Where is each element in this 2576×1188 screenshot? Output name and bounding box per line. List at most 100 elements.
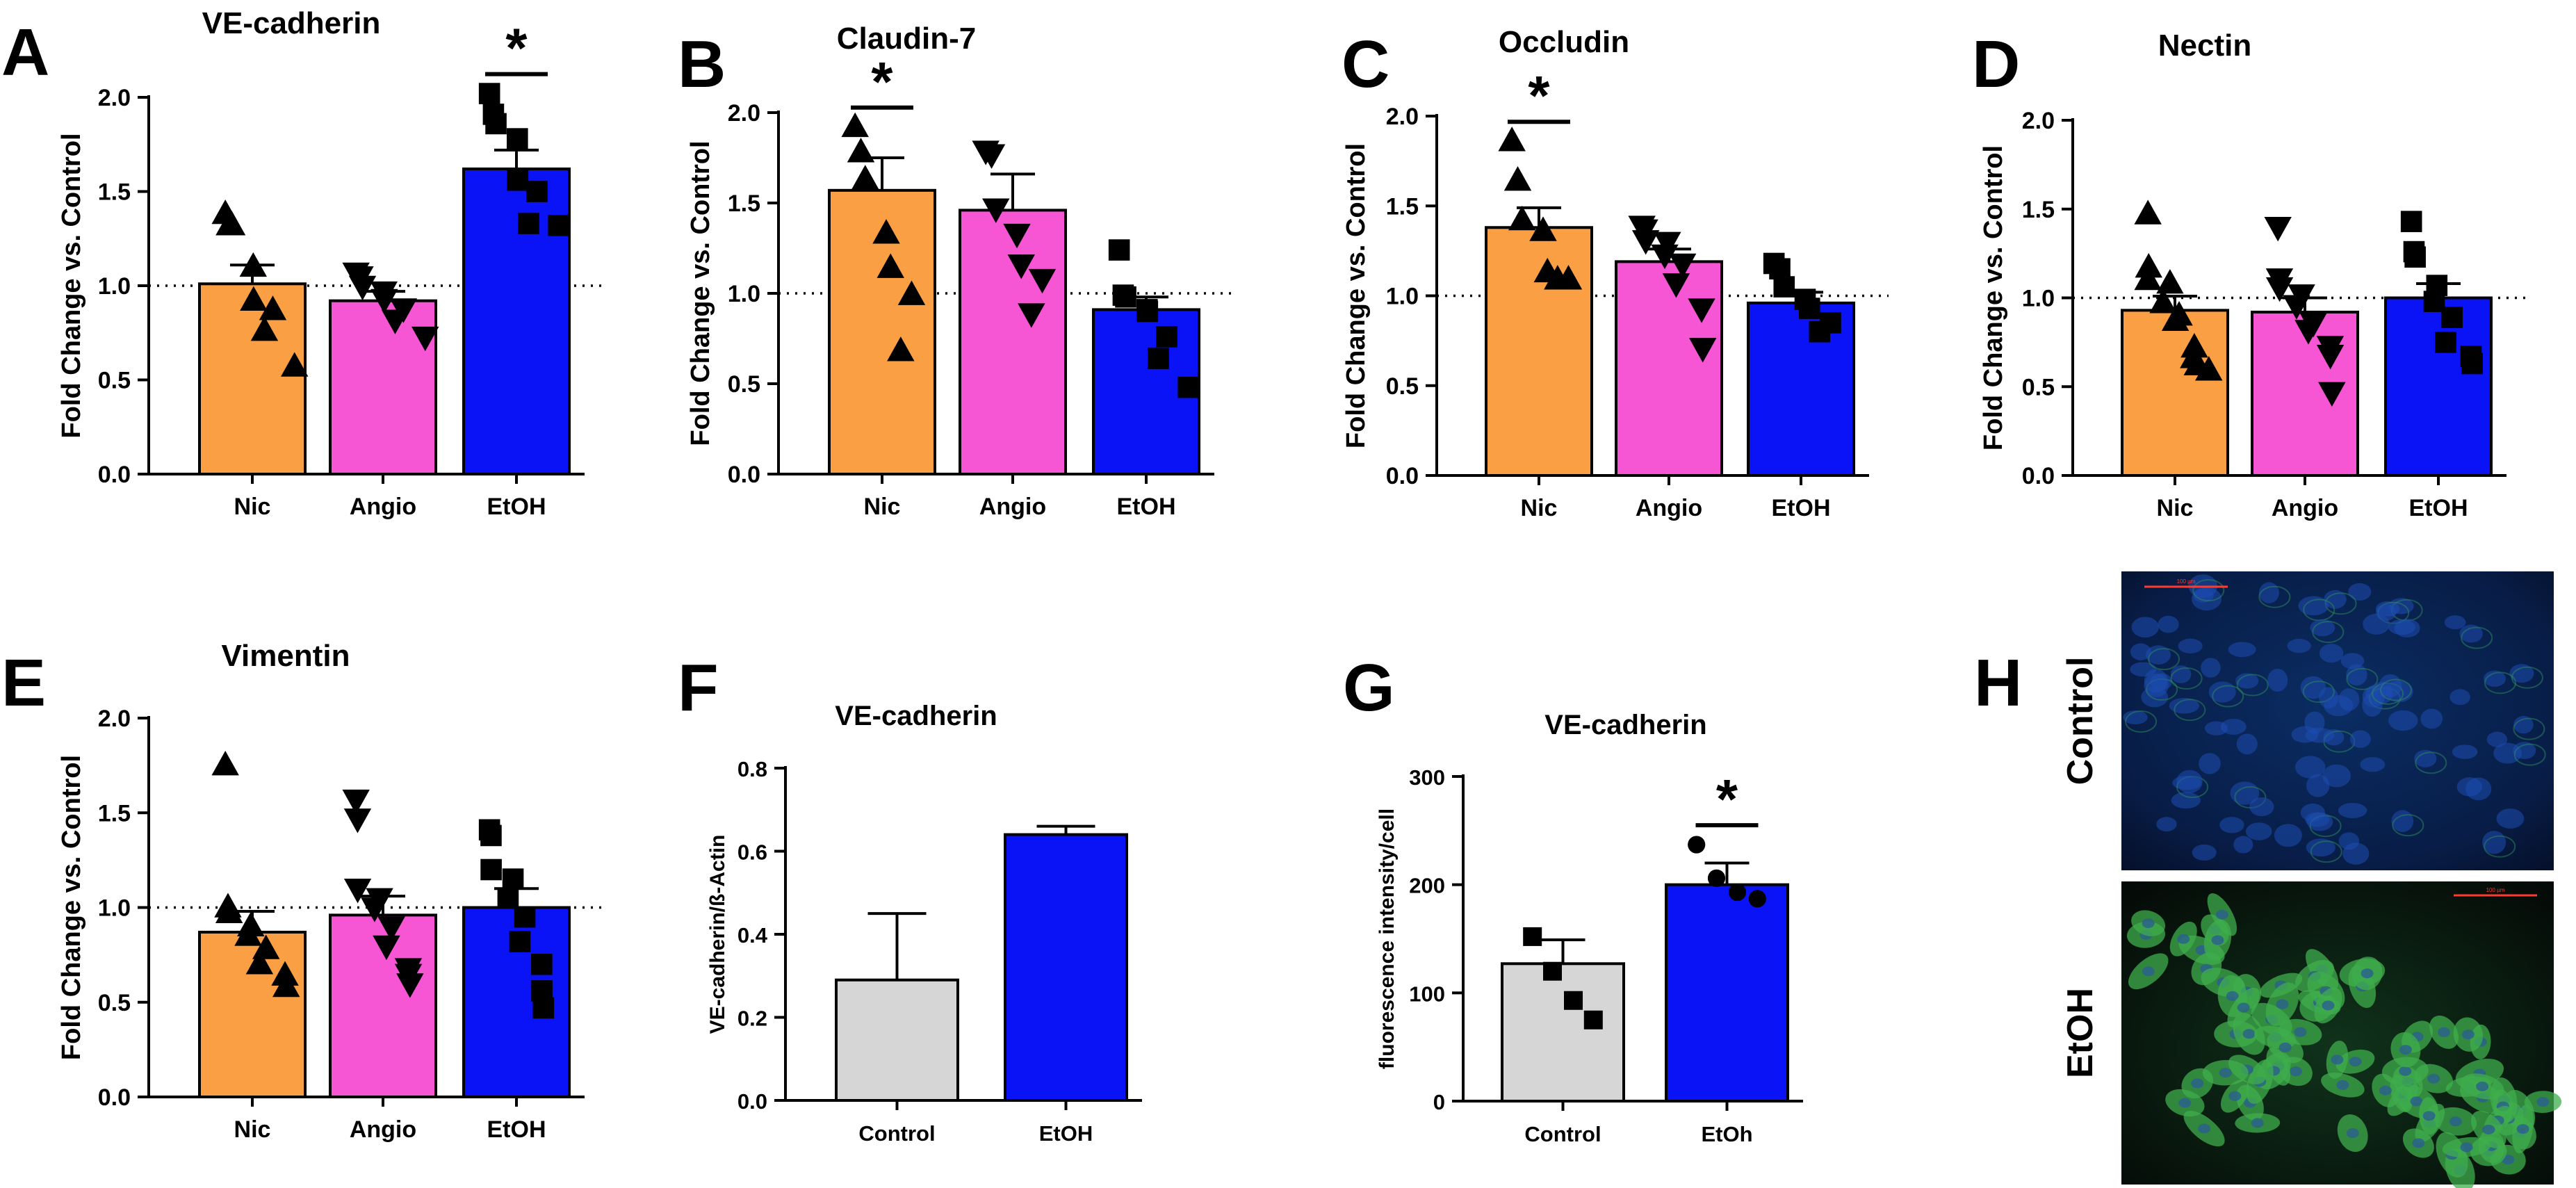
x-tick-label: EtOH — [1039, 1121, 1093, 1146]
nucleus — [2208, 681, 2236, 703]
data-point — [532, 997, 555, 1019]
nucleus — [2305, 728, 2335, 743]
membrane-signal — [2415, 751, 2447, 774]
significance-star: * — [871, 51, 893, 113]
data-point — [1529, 216, 1557, 241]
membrane-signal — [2513, 717, 2545, 740]
membrane-signal — [2170, 667, 2203, 690]
nucleus — [2513, 742, 2536, 759]
data-point — [1148, 348, 1169, 369]
nucleus — [2228, 1091, 2242, 1101]
y-tick-label: 0.0 — [98, 462, 131, 488]
y-tick-label: 2.0 — [98, 85, 131, 111]
data-point — [342, 789, 370, 815]
nucleus — [2486, 731, 2508, 747]
bar-etoh — [2384, 296, 2493, 477]
chart-panel-B: B Claudin-7 Fold Change vs. Control 0.0 0.5 1… — [678, 22, 1234, 520]
data-point — [411, 326, 439, 352]
data-point — [1654, 231, 1681, 257]
data-point — [1544, 265, 1572, 290]
micrograph-background — [2121, 571, 2554, 870]
nucleus — [2349, 1057, 2362, 1067]
nucleus — [2399, 1066, 2412, 1076]
nucleus — [2459, 624, 2483, 643]
chart-title: Vimentin — [221, 639, 350, 673]
data-point — [1508, 205, 1536, 231]
nucleus — [2198, 1123, 2211, 1134]
nucleus — [2348, 583, 2372, 601]
chart-title: VE-cadherin — [1544, 710, 1706, 740]
y-axis-label: fluorescence intensity/cell — [1376, 808, 1399, 1069]
data-point — [1651, 244, 1679, 270]
nucleus — [2279, 1042, 2292, 1052]
data-point — [1688, 298, 1715, 323]
nucleus — [2228, 642, 2256, 658]
x-tick-label: Angio — [2272, 495, 2338, 521]
nucleus — [2349, 730, 2371, 748]
y-tick-label: 1.5 — [98, 179, 131, 206]
membrane-signal — [2302, 681, 2335, 703]
nucleus — [2427, 1073, 2440, 1084]
chart-panel-D: D Nectin Fold Change vs. Control 0.0 0.5 1.0 1… — [1972, 27, 2526, 521]
bar-etoh — [1665, 883, 1789, 1102]
chart-panel-F: F VE-cadherin VE-cadherin/ß-Actin 0.0 0.2 0.4… — [678, 651, 1142, 1146]
data-point — [1798, 298, 1820, 319]
data-point — [370, 288, 398, 314]
y-tick-label: 1.0 — [2022, 286, 2055, 312]
data-point — [2294, 320, 2322, 345]
nucleus — [2274, 824, 2302, 847]
nucleus — [2192, 844, 2217, 861]
membrane-signal — [2484, 672, 2516, 694]
data-point — [531, 953, 553, 975]
data-point — [239, 252, 268, 277]
nucleus — [2460, 1142, 2473, 1153]
data-point — [847, 138, 875, 163]
x-tick-label: EtOh — [1701, 1122, 1752, 1146]
data-point — [1688, 836, 1706, 854]
y-tick-label: 0.0 — [737, 1089, 767, 1114]
y-axis-label: Fold Change vs. Control — [1979, 145, 2008, 450]
data-point — [2404, 246, 2426, 268]
bar-control — [835, 978, 959, 1102]
membrane-signal — [2511, 666, 2543, 689]
nucleus — [2452, 744, 2478, 759]
x-tick-label: Nic — [234, 494, 271, 520]
membrane-signal — [2192, 579, 2225, 602]
membrane-signal — [2236, 674, 2269, 697]
data-point — [1564, 991, 1583, 1010]
data-point — [2318, 382, 2346, 407]
data-point — [2423, 291, 2445, 312]
nucleus — [2414, 749, 2437, 767]
y-tick-label: 2.0 — [728, 100, 760, 127]
data-point — [1156, 326, 1177, 348]
nucleus — [2306, 838, 2335, 857]
charts-layer: A VE-cadherin Fold Change vs. Control 0.0 0.… — [1, 6, 2526, 1146]
x-tick-label: Angio — [350, 1116, 416, 1143]
nucleus — [2178, 1098, 2192, 1108]
nucleus — [2177, 934, 2190, 944]
nucleus — [2289, 1066, 2302, 1077]
y-axis-label: VE-cadherin/ß-Actin — [706, 835, 729, 1034]
membrane-signal — [2125, 710, 2158, 733]
nucleus — [2236, 733, 2258, 755]
bar-angio — [329, 913, 437, 1099]
membrane-signal — [2310, 840, 2342, 863]
nucleus — [2191, 1078, 2204, 1089]
membrane-signal — [2212, 685, 2244, 708]
significance-star: * — [1528, 65, 1550, 127]
nucleus — [2399, 1045, 2412, 1055]
panel-letter-F: F — [678, 651, 719, 725]
y-tick-label: 1.5 — [728, 190, 760, 217]
micrograph-label-etoh: EtOH — [2060, 988, 2101, 1078]
bar-nic — [1485, 226, 1593, 477]
microscopy-panel-H: H 100 µm Control 100 µm EtOH — [1974, 571, 2562, 1188]
data-point — [982, 198, 1010, 223]
data-point — [396, 973, 424, 998]
nucleus — [2258, 582, 2279, 603]
y-axis-label: Fold Change vs. Control — [57, 133, 86, 438]
bar-etoh — [1092, 308, 1200, 475]
data-point — [841, 112, 869, 138]
y-tick-label: 0.6 — [737, 840, 767, 865]
y-tick-label: 1.0 — [1386, 284, 1419, 310]
nucleus — [2310, 619, 2335, 637]
